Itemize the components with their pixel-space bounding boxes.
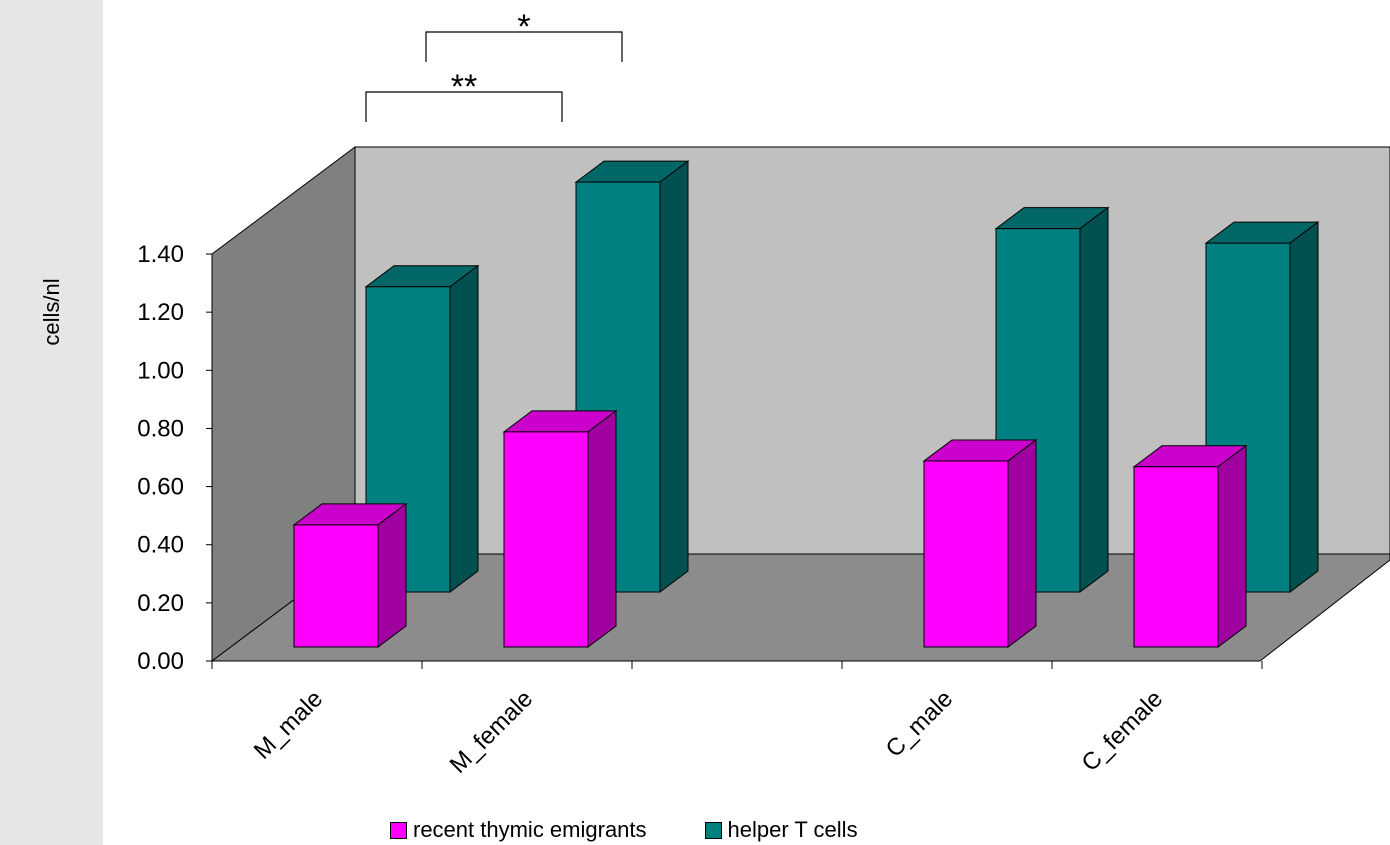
- legend-label-rte: recent thymic emigrants: [413, 817, 647, 842]
- category-label: C_female: [1077, 685, 1169, 777]
- legend-item-helper: helper T cells: [704, 817, 858, 843]
- y-tick-label: 0.00: [137, 648, 184, 675]
- bar-helper-4: [1204, 221, 1320, 593]
- significance-label: *: [517, 8, 530, 46]
- significance-label: **: [451, 68, 477, 106]
- bar-front: [923, 460, 1009, 648]
- y-axis: 0.00 0.20 0.40 0.60 0.80 1.00 1.20 1.40: [137, 241, 1263, 675]
- y-tick-label: 0.40: [137, 532, 184, 559]
- significance-bracket: [425, 31, 623, 62]
- bar-front: [293, 524, 379, 648]
- bar-side: [587, 409, 617, 648]
- bar-side: [1007, 438, 1037, 648]
- category-label: C_male: [881, 685, 959, 763]
- bar-side: [377, 502, 407, 648]
- bar-side: [1289, 221, 1319, 593]
- bar-side: [659, 160, 689, 593]
- significance-bracket: [365, 91, 563, 122]
- bar-rte-0: [292, 502, 408, 648]
- bar-rte-4: [1132, 444, 1248, 648]
- significance-annotations: ***: [365, 8, 623, 122]
- legend-swatch-rte: [390, 821, 407, 839]
- bar-rte-1: [502, 409, 618, 648]
- y-tick-label: 0.80: [137, 415, 184, 442]
- y-tick-label: 1.20: [137, 299, 184, 326]
- bar-front: [1133, 466, 1219, 648]
- legend-item-rte: recent thymic emigrants: [390, 817, 647, 843]
- side-strip: [0, 0, 103, 845]
- y-tick-label: 1.00: [137, 357, 184, 384]
- y-tick-label: 1.40: [137, 241, 184, 268]
- bar-side: [1217, 444, 1247, 648]
- y-tick-label: 0.60: [137, 474, 184, 501]
- y-tick-label: 0.20: [137, 590, 184, 617]
- x-axis-categories: M_male M_female C_male C_female: [249, 685, 1168, 779]
- bar-front: [503, 431, 589, 648]
- category-label: M_female: [445, 685, 539, 779]
- legend: recent thymic emigrants helper T cells: [390, 817, 916, 843]
- bar-side: [449, 264, 479, 593]
- bar-side: [1079, 206, 1109, 593]
- legend-label-helper: helper T cells: [727, 817, 858, 842]
- rte-bars: [292, 409, 1248, 648]
- legend-swatch-helper: [704, 821, 722, 839]
- helper-t-bars: [364, 160, 1320, 593]
- bar-rte-3: [922, 438, 1038, 648]
- category-label: M_male: [249, 685, 328, 764]
